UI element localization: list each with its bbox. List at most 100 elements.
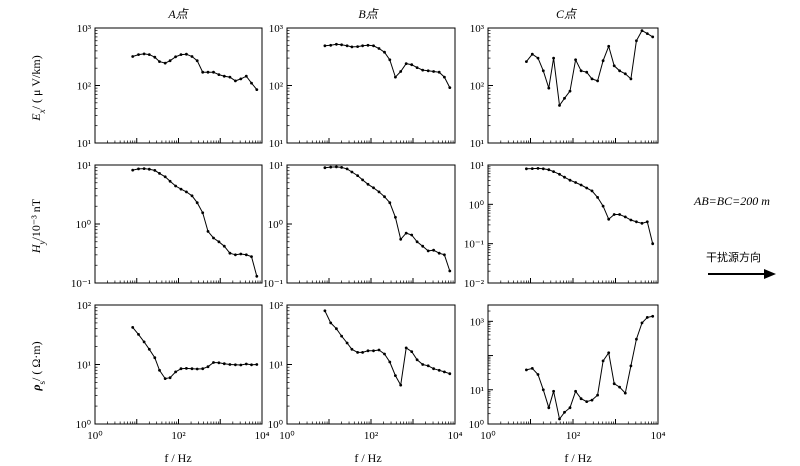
data-point: [372, 349, 375, 353]
data-point: [590, 77, 594, 81]
data-point: [558, 104, 561, 107]
data-point: [574, 58, 577, 62]
data-point: [244, 362, 248, 366]
data-point: [651, 35, 655, 39]
data-point: [190, 194, 194, 198]
y-tick-label: 10⁰: [469, 419, 485, 431]
data-point: [547, 406, 551, 410]
data-point: [579, 397, 583, 401]
data-point: [228, 251, 232, 255]
data-point: [426, 249, 430, 253]
data-point: [179, 367, 183, 371]
data-point: [239, 77, 243, 81]
x-tick-label: 10²: [171, 430, 186, 442]
data-point: [158, 172, 161, 175]
data-point: [153, 356, 157, 360]
data-point: [366, 182, 370, 186]
data-point: [356, 174, 359, 178]
data-point: [228, 363, 232, 366]
row-label-ex-sub: x: [37, 109, 47, 114]
data-point: [201, 367, 205, 371]
data-point: [623, 391, 627, 395]
data-point: [394, 215, 397, 219]
data-point: [250, 255, 253, 258]
data-point: [323, 166, 327, 170]
data-point: [640, 29, 644, 32]
data-point: [448, 269, 452, 273]
data-point: [388, 58, 392, 62]
data-point: [335, 327, 338, 331]
data-point: [399, 237, 403, 241]
y-tick-label: 10⁰: [469, 199, 485, 211]
data-point: [415, 66, 419, 69]
data-point: [635, 337, 638, 341]
y-tick-label: 10²: [77, 81, 92, 93]
series-line: [324, 166, 451, 272]
x-tick-label: 10⁰: [87, 430, 103, 442]
data-point: [345, 167, 349, 171]
data-point: [421, 68, 425, 72]
chart-panel-rho-c: 10⁰ 10¹ 10³ 10⁰ 10² 10⁴: [469, 304, 666, 442]
data-point: [147, 53, 151, 56]
y-tick-label: 10³: [470, 23, 485, 35]
y-tick-label: 10⁻²: [464, 278, 485, 290]
data-point: [421, 244, 425, 248]
data-point: [410, 233, 414, 237]
data-point: [350, 45, 354, 49]
plot-frame: [487, 304, 659, 425]
data-point: [579, 183, 583, 187]
series-line: [526, 315, 653, 421]
data-point: [185, 190, 188, 194]
data-point: [536, 373, 540, 376]
data-point: [163, 377, 167, 380]
data-point: [443, 253, 446, 257]
data-point: [131, 168, 135, 172]
data-point: [185, 52, 188, 56]
data-point: [212, 361, 215, 364]
data-point: [142, 340, 146, 344]
data-point: [404, 231, 408, 235]
row-label-hy-sub: y: [37, 240, 47, 245]
data-point: [629, 218, 633, 222]
x-axis-label-a: f / Hz: [164, 451, 191, 465]
y-tick-label: 10⁻¹: [263, 278, 283, 290]
data-point: [607, 44, 611, 48]
data-point: [563, 410, 566, 414]
data-point: [361, 178, 364, 182]
data-point: [640, 221, 644, 225]
data-point: [206, 230, 210, 233]
data-point: [585, 400, 589, 403]
data-point: [137, 333, 140, 336]
chart-panel-ex-b: 10¹ 10² 10³: [269, 23, 456, 150]
data-point: [163, 61, 167, 65]
data-point: [345, 341, 349, 345]
data-point: [563, 96, 566, 100]
data-point: [574, 181, 577, 184]
chart-panel-rho-b: 10⁰ 10¹ 10² 10⁰ 10² 10⁴: [268, 300, 463, 442]
data-point: [552, 389, 555, 393]
row-label-rho-sub: s: [37, 380, 47, 384]
data-point: [590, 398, 594, 402]
x-tick-label: 10⁴: [448, 430, 463, 442]
data-point: [222, 244, 226, 248]
data-point: [201, 70, 205, 74]
arrow-icon: [708, 269, 776, 279]
data-point: [372, 44, 375, 48]
data-point: [612, 213, 616, 216]
data-point: [607, 351, 611, 355]
data-point: [195, 59, 199, 63]
plot-frame: [94, 164, 263, 284]
data-point: [536, 167, 540, 170]
row-label-hy-text: Hy/10⁻³ nT: [29, 198, 47, 254]
x-axis-label-b: f / Hz: [354, 451, 381, 465]
data-point: [201, 211, 205, 215]
data-point: [612, 64, 616, 68]
series-line: [324, 43, 451, 88]
data-point: [596, 196, 599, 199]
data-point: [448, 372, 452, 376]
data-point: [547, 86, 551, 90]
data-point: [645, 316, 649, 319]
data-point: [250, 81, 253, 85]
row-label-ex: Ex/ ( μ V/km): [29, 55, 47, 121]
